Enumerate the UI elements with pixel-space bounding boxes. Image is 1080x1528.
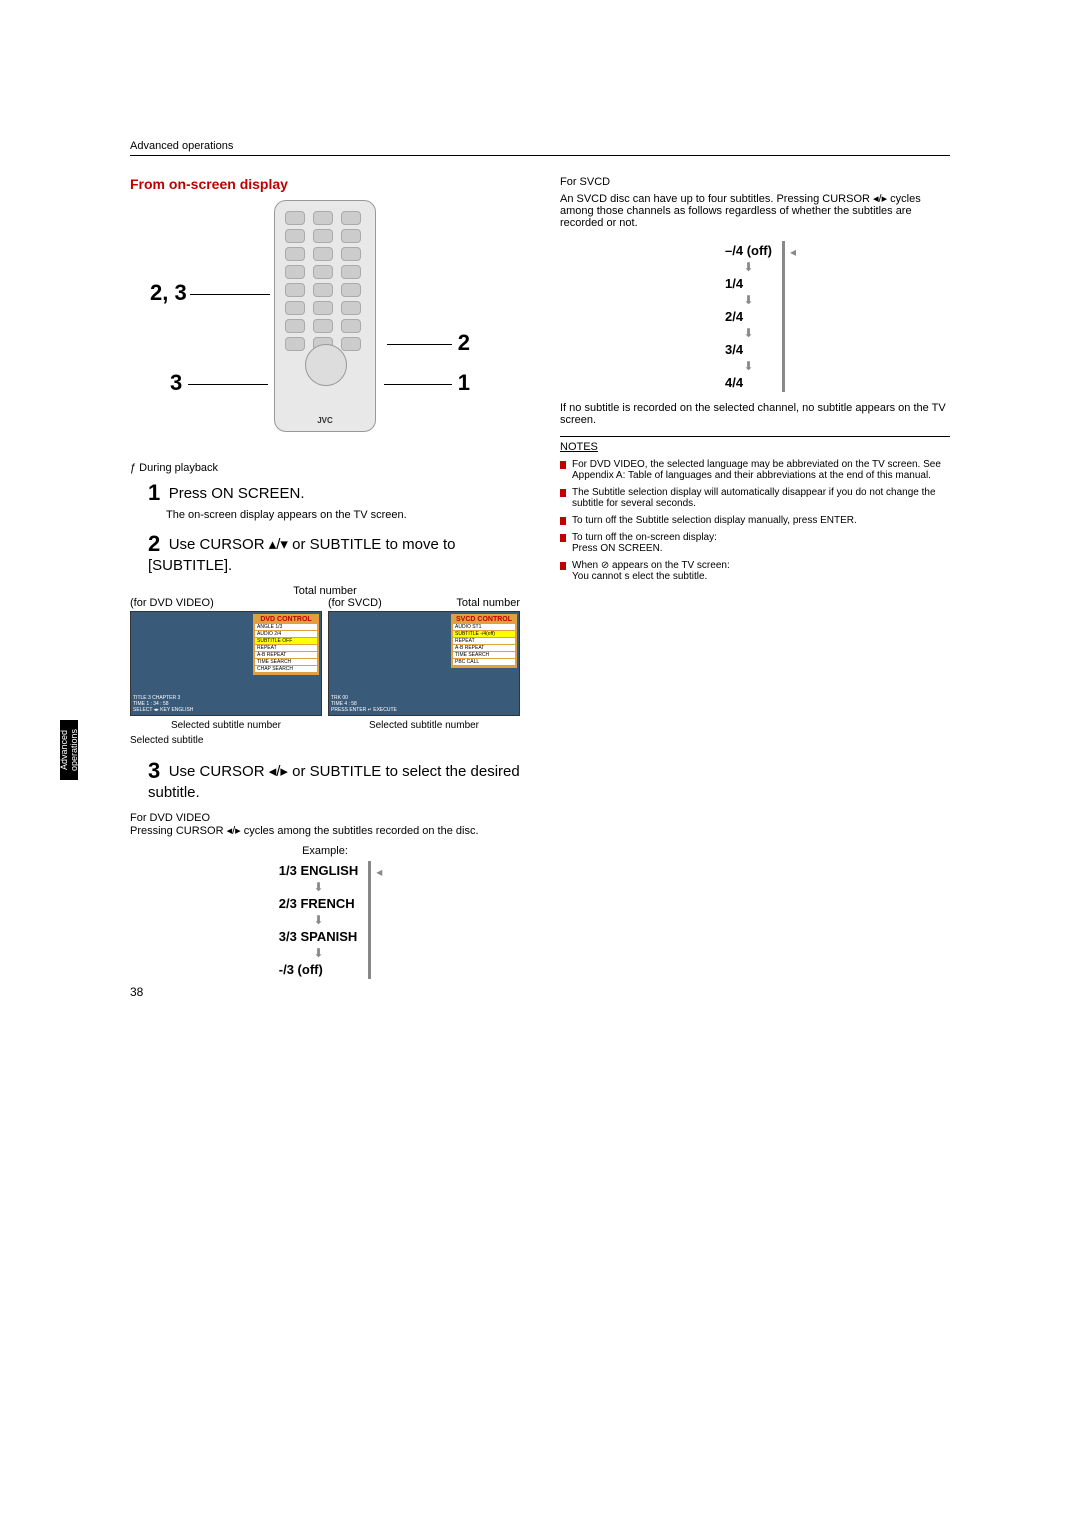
step-2-text: Use CURSOR ▴/▾ or SUBTITLE to move to [S… bbox=[148, 536, 456, 574]
osd-dvd-box: DVD CONTROL ANGLE 1/3 AUDIO 2/4 SUBTITLE… bbox=[130, 611, 322, 716]
page-number: 38 bbox=[130, 985, 143, 999]
sel-sub-num-right: Selected subtitle number bbox=[328, 720, 520, 731]
total-number-label-2: Total number bbox=[456, 597, 520, 609]
osd-svcd-label: (for SVCD) bbox=[328, 597, 382, 609]
step-3-num: 3 bbox=[148, 758, 160, 783]
note-item: The Subtitle selection display will auto… bbox=[560, 487, 950, 509]
note-item: For DVD VIDEO, the selected language may… bbox=[560, 459, 950, 481]
step-1-text: Press ON SCREEN. bbox=[169, 485, 305, 502]
step-1-num: 1 bbox=[148, 480, 160, 505]
ref-1: 1 bbox=[458, 370, 470, 396]
notes-title: NOTES bbox=[560, 441, 950, 453]
osd-dvd-label: (for DVD VIDEO) bbox=[130, 597, 322, 609]
dvd-video-heading: For DVD VIDEO bbox=[130, 812, 520, 824]
remote-image: JVC bbox=[274, 200, 376, 432]
step-1-sub: The on-screen display appears on the TV … bbox=[166, 509, 520, 521]
example-label: Example: bbox=[130, 845, 520, 857]
ref-3: 3 bbox=[170, 370, 182, 396]
note-item: When ⊘ appears on the TV screen: You can… bbox=[560, 560, 950, 582]
dvd-cycle-list: ◂ 1/3 ENGLISH ⬇ 2/3 FRENCH ⬇ 3/3 SPANISH… bbox=[279, 861, 371, 979]
note-item: To turn off the on-screen display: Press… bbox=[560, 532, 950, 554]
step-3-text: Use CURSOR ◂/▸ or SUBTITLE to select the… bbox=[148, 763, 520, 801]
svcd-heading: For SVCD bbox=[560, 176, 950, 188]
breadcrumb: Advanced operations bbox=[130, 140, 950, 156]
sel-sub-num-left: Selected subtitle number bbox=[130, 720, 322, 731]
ref-2: 2 bbox=[458, 330, 470, 356]
step-2-num: 2 bbox=[148, 531, 160, 556]
sel-sub-left: Selected subtitle bbox=[130, 735, 322, 746]
total-number-label: Total number bbox=[130, 585, 520, 597]
dvd-video-body: Pressing CURSOR ◂/▸ cycles among the sub… bbox=[130, 824, 520, 837]
ref-2-3: 2, 3 bbox=[150, 280, 187, 306]
svcd-body: An SVCD disc can have up to four subtitl… bbox=[560, 192, 950, 229]
note-item: To turn off the Subtitle selection displ… bbox=[560, 515, 950, 526]
svcd-cycle-list: ◂ –/4 (off) ⬇ 1/4 ⬇ 2/4 ⬇ 3/4 ⬇ 4/4 bbox=[725, 241, 785, 392]
playback-condition: ƒ During playback bbox=[130, 462, 520, 474]
remote-diagram: 2, 3 2 1 3 bbox=[130, 200, 520, 450]
svcd-note: If no subtitle is recorded on the select… bbox=[560, 402, 950, 426]
section-title: From on-screen display bbox=[130, 176, 520, 192]
jvc-logo: JVC bbox=[317, 416, 333, 425]
osd-svcd-box: SVCD CONTROL AUDIO ST1 SUBTITLE -/4(off)… bbox=[328, 611, 520, 716]
